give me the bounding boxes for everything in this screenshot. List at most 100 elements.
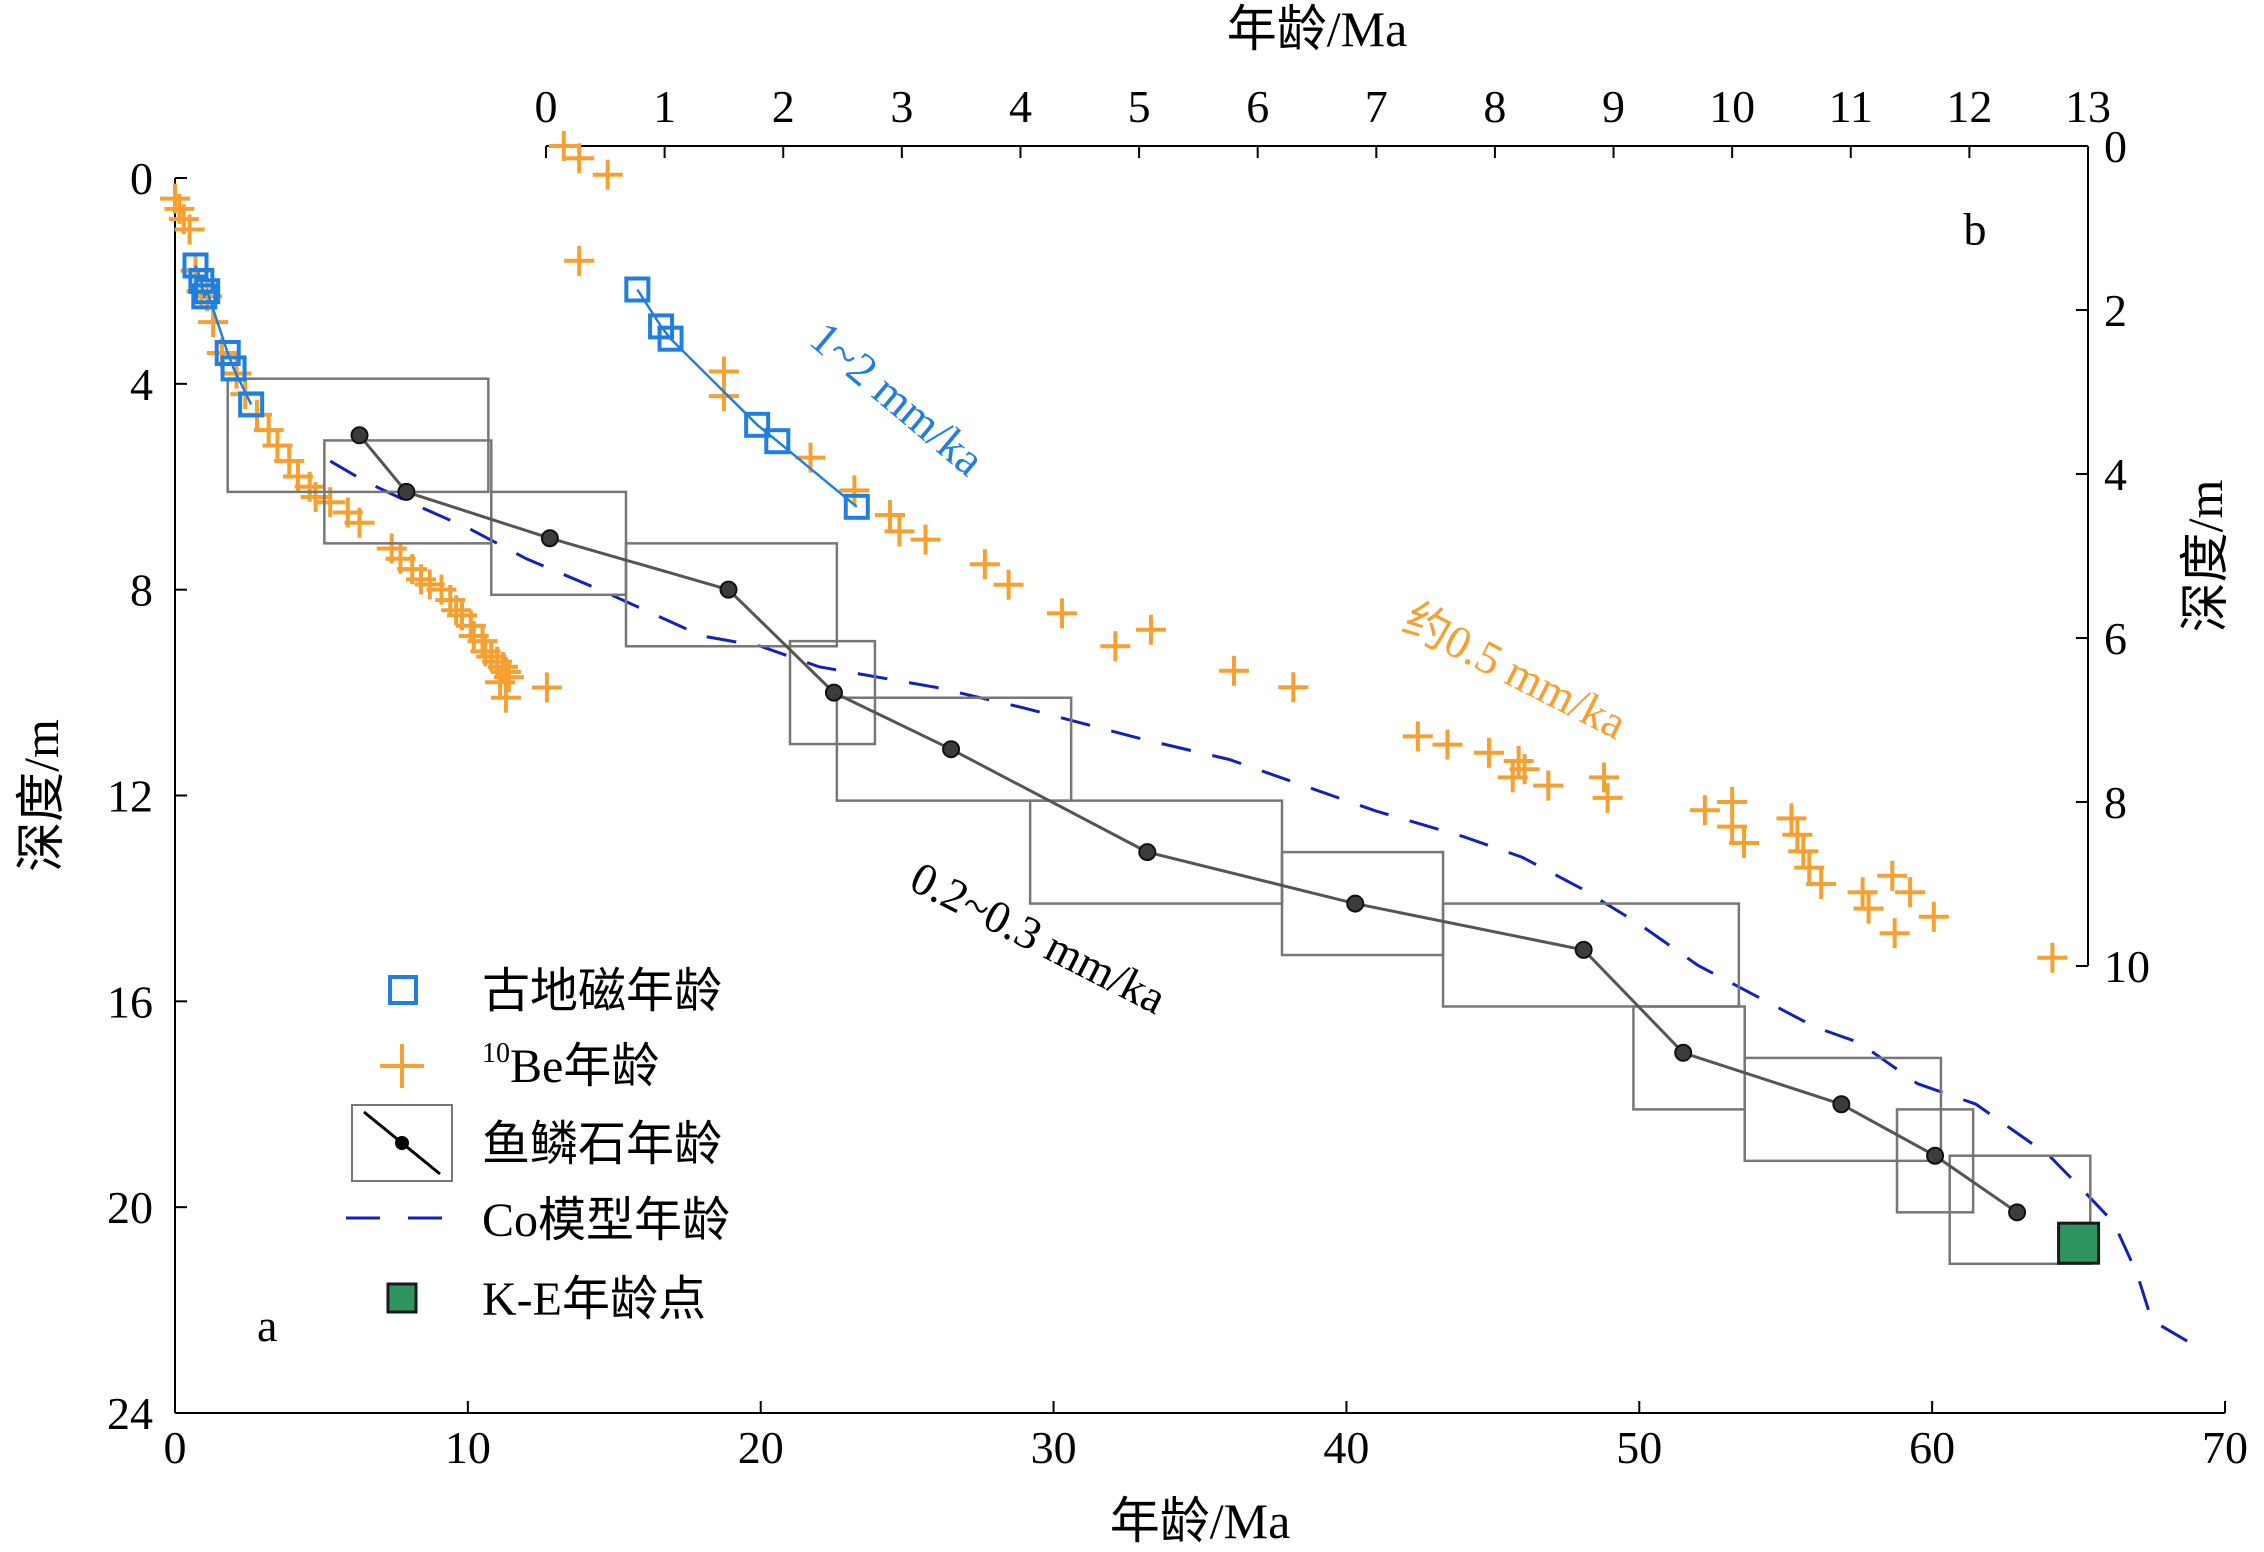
b-be10-point (1503, 746, 1534, 776)
annotations: 0.2~0.3 mm/ka a 1~2 mm/ka 约0.5 mm/ka b (257, 203, 1986, 1351)
b-paleomag-point (624, 276, 651, 303)
a-y-tick-label: 12 (107, 771, 153, 822)
legend-ichthyolith-marker (351, 1104, 453, 1182)
a-y-tick-label: 4 (130, 359, 153, 410)
b-paleomag-point (764, 428, 791, 455)
b-y-tick-label: 8 (2104, 777, 2127, 828)
a-be10-point (174, 214, 205, 245)
b-be10-point (1847, 877, 1878, 908)
b-be10-point (1432, 729, 1463, 760)
b-y-axis-title: 深度/m (2177, 480, 2233, 633)
b-x-tick-label: 0 (535, 81, 558, 132)
a-ichthyolith-point (397, 482, 416, 501)
a-be10-point (490, 682, 521, 713)
a-ichthyolith-box (1948, 1154, 2092, 1266)
b-be10-point (1592, 782, 1623, 813)
legend-be10-superscript: 10 (482, 1038, 510, 1069)
a-be10-point (274, 446, 305, 477)
b-x-tick-label: 6 (1246, 81, 1269, 132)
b-be10-point (993, 569, 1024, 600)
b-be10-point (1918, 901, 1949, 932)
b-x-tick-label: 3 (890, 81, 913, 132)
a-x-axis-title: 年龄/Ma (1110, 1493, 1291, 1549)
b-be10-point (874, 500, 905, 530)
b-y-tick-label: 4 (2104, 449, 2127, 500)
b-be10-point (1046, 598, 1077, 629)
legend-cobalt-label: Co模型年龄 (482, 1194, 730, 1247)
a-ichthyolith-box (788, 639, 877, 746)
b-be10-point (1806, 869, 1837, 899)
a-ichthyolith-box (1441, 902, 1741, 1008)
a-x-tick-label: 0 (164, 1422, 187, 1473)
b-x-tick-label: 2 (772, 81, 795, 132)
a-ichthyolith-point (2008, 1203, 2027, 1222)
b-be10-point (1788, 836, 1819, 867)
legend-be10-marker (380, 1044, 424, 1088)
b-x-axis-title: 年龄/Ma (1227, 1, 1408, 57)
b-be10-point (2037, 942, 2068, 973)
b-be10-point (1794, 852, 1825, 883)
a-ichthyolith-point (540, 529, 559, 548)
b-be10-point (1533, 770, 1564, 801)
a-rate-annotation: 0.2~0.3 mm/ka (903, 852, 1175, 1024)
a-paleomag-point (214, 339, 241, 366)
a-be10-point (531, 672, 562, 703)
b-be10-point (1689, 795, 1720, 826)
a-ichthyolith-box (1895, 1108, 1975, 1214)
a-be10-point (485, 667, 516, 698)
a-paleomag-point (194, 278, 221, 305)
b-be10-point (1782, 819, 1813, 850)
b-be10-point (564, 245, 595, 276)
b-paleomag-point (744, 411, 771, 438)
b-y-tick-label: 10 (2104, 941, 2150, 992)
a-paleomag-point (220, 355, 247, 382)
b-be10-point (1729, 828, 1760, 858)
b-be10-point (1895, 877, 1926, 908)
a-y-tick-label: 20 (107, 1182, 153, 1233)
b-rate-annotation: 1~2 mm/ka (801, 311, 995, 485)
a-ichthyolith-box (835, 696, 1073, 802)
b-paleomag-point (657, 325, 684, 352)
a-x-tick-label: 10 (445, 1422, 491, 1473)
legend-ichthyolith-label: 鱼鳞石年龄 (482, 1118, 722, 1171)
b-be10-point (884, 516, 915, 547)
b-be10-point (1776, 803, 1807, 834)
b-x-tick-label: 13 (2065, 81, 2111, 132)
b-x-tick-label: 5 (1128, 81, 1151, 132)
legend: 古地磁年龄 10Be年龄 鱼鳞石年龄 Co模型年龄 K-E年龄点 (346, 965, 730, 1326)
a-be10-point (262, 430, 293, 461)
b-be10-point (592, 159, 623, 190)
b-paleomag-point (843, 493, 870, 520)
a-ichthyolith-box (624, 542, 839, 648)
b-be10-point (1879, 918, 1910, 949)
a-be10-point (441, 595, 472, 626)
legend-be10-label: 10Be年龄 (482, 1038, 659, 1093)
b-be10-point (1278, 672, 1309, 703)
a-y-tick-label: 8 (130, 565, 153, 616)
a-ichthyolith-point (1574, 940, 1593, 959)
legend-ke-marker (386, 1282, 418, 1314)
b-rate-annotation: 约0.5 mm/ka (1395, 593, 1634, 749)
a-ichthyolith-box (490, 490, 628, 597)
a-ichthyolith-point (1346, 894, 1365, 913)
b-be10-point (969, 549, 1000, 580)
b-be10-point (1473, 737, 1504, 768)
a-ichthyolith-box (226, 377, 490, 494)
b-panel-label: b (1963, 203, 1986, 254)
a-y-axis-title: 深度/m (13, 719, 69, 872)
a-panel-label: a (257, 1300, 277, 1351)
a-be10-point (253, 415, 284, 446)
b-be10-point (1100, 631, 1131, 662)
a-paleomag-point (238, 391, 265, 418)
b-x-tick-label: 10 (1709, 81, 1755, 132)
a-x-tick-label: 30 (1031, 1422, 1077, 1473)
b-be10-point (1135, 614, 1166, 645)
b-be10-point (839, 475, 870, 506)
a-ichthyolith-point (942, 740, 961, 759)
a-ichthyolith-point (350, 426, 369, 445)
a-ichthyolith-point (1138, 843, 1157, 862)
b-be10-point (1877, 860, 1908, 891)
